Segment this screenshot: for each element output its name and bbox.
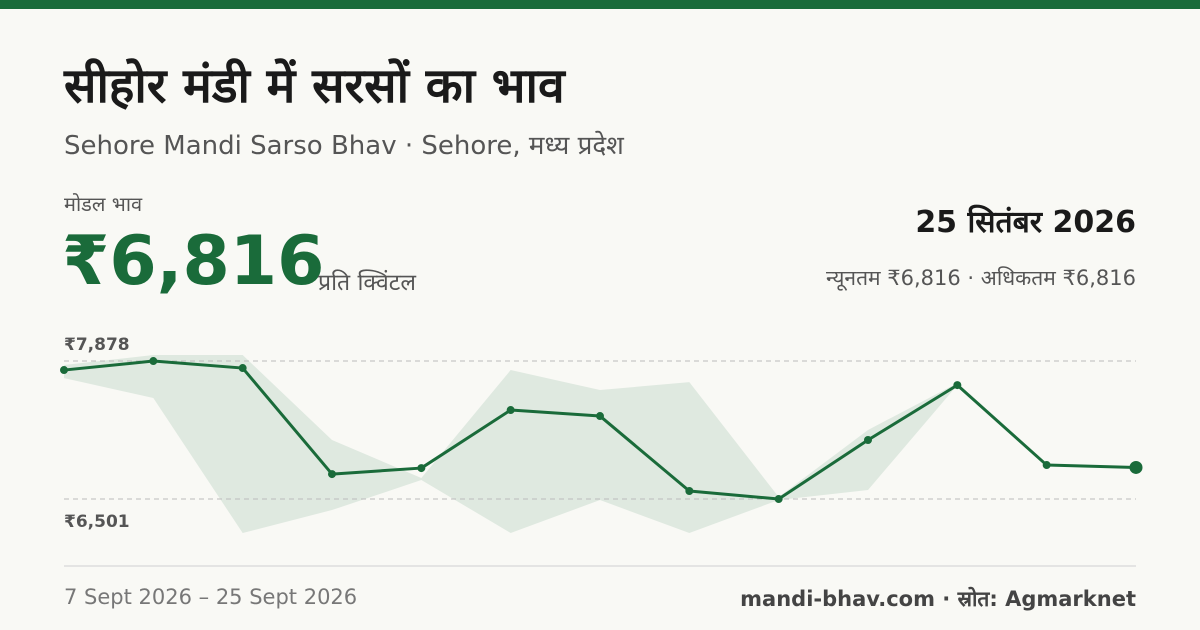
point (238, 364, 247, 373)
period: 7 Sept 2026 – 25 Sept 2026 (64, 585, 358, 609)
price-label: मोडल भाव (64, 192, 143, 216)
point (60, 366, 68, 375)
title: सीहोर मंडी में सरसों का भाव (64, 58, 565, 114)
y-tick-label: ₹6,501 (64, 512, 130, 532)
range-band (64, 355, 1136, 533)
price-range: न्यूनतम ₹6,816 · अधिकतम ₹6,816 (826, 266, 1136, 290)
subtitle: Sehore Mandi Sarso Bhav · Sehore, मध्य प… (64, 131, 624, 161)
point (774, 495, 783, 504)
point (596, 412, 604, 421)
point (417, 464, 426, 473)
point (953, 381, 962, 390)
point (328, 470, 336, 479)
point (1042, 461, 1051, 470)
point (685, 487, 694, 496)
source: mandi-bhav.com · स्रोत: Agmarknet (740, 587, 1136, 611)
point (864, 436, 872, 445)
point (506, 406, 515, 415)
point (1129, 460, 1143, 474)
point (149, 357, 158, 366)
date: 25 सितंबर 2026 (915, 205, 1136, 240)
y-tick-label: ₹7,878 (64, 335, 130, 355)
price-value: ₹6,816 (62, 222, 325, 301)
price-unit: प्रति क्विंटल (318, 270, 416, 296)
top-bar (0, 0, 1200, 9)
